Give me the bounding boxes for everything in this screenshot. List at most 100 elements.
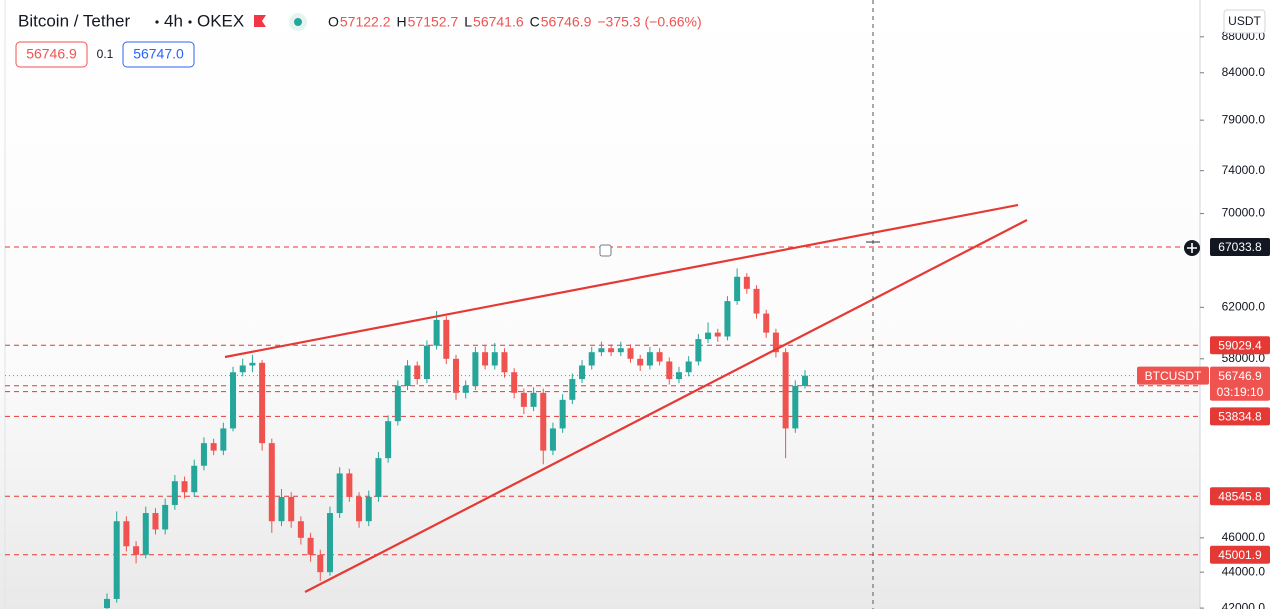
y-tick-label: 84000.0	[1222, 65, 1266, 79]
candle-body	[317, 554, 324, 573]
candle-body	[501, 352, 508, 373]
y-tick-label: 70000.0	[1222, 206, 1266, 220]
candle-body	[152, 513, 159, 530]
candle-body	[656, 352, 663, 362]
candle-body	[714, 332, 721, 337]
candle-body	[123, 521, 130, 547]
candle-body	[705, 332, 712, 340]
candle-body	[239, 365, 246, 373]
candle-body	[268, 443, 275, 522]
candle-body	[559, 399, 566, 429]
sell-button[interactable]	[15, 41, 88, 68]
y-tick-label: 44000.0	[1222, 564, 1266, 578]
y-tick-label: 58000.0	[1222, 351, 1266, 365]
candle-body	[675, 372, 682, 380]
flag-icon[interactable]	[254, 15, 266, 27]
candle-body	[491, 352, 498, 366]
level-tag	[1210, 407, 1270, 426]
exchange: OKEX	[197, 11, 244, 30]
ohlc-label: H	[397, 14, 407, 30]
candle-body	[346, 473, 353, 497]
candle-body	[230, 372, 237, 429]
candle-body	[181, 481, 188, 493]
y-tick-label: 42000.0	[1222, 600, 1266, 609]
candle-body	[646, 352, 653, 366]
candle-body	[259, 362, 266, 444]
currency[interactable]: USDT	[1228, 14, 1261, 28]
currency-button[interactable]	[1223, 9, 1266, 34]
candle-body	[462, 385, 469, 393]
ohlc-value: 57122.2	[340, 14, 391, 30]
candle-body	[452, 358, 460, 393]
level-label: 48545.8	[1218, 489, 1262, 503]
candle-body	[113, 521, 120, 599]
drawing-handle[interactable]	[599, 244, 612, 257]
countdown: 03:19:10	[1217, 385, 1264, 399]
candle-body	[734, 276, 741, 302]
symbol: Bitcoin / Tether	[18, 11, 130, 30]
candle-body	[598, 348, 605, 353]
candle-body	[627, 348, 634, 359]
candle-body	[142, 513, 149, 555]
candle-body	[695, 339, 702, 362]
y-tick-label: 79000.0	[1222, 112, 1266, 126]
candle-body	[588, 352, 595, 366]
ohlc-label: O	[328, 14, 339, 30]
candle-body	[414, 365, 421, 380]
candle-body	[540, 392, 547, 451]
candle-body	[326, 513, 333, 573]
candle-body	[200, 443, 207, 466]
candle-body	[549, 428, 556, 451]
candle-body	[191, 465, 198, 493]
symbol-tag-label: BTCUSDT	[1145, 369, 1202, 383]
candle-body	[297, 521, 304, 538]
candle-body	[511, 372, 518, 393]
candle-body	[375, 458, 382, 497]
candle-body	[743, 276, 750, 289]
candle-body	[724, 301, 731, 337]
y-tick-label: 74000.0	[1222, 163, 1266, 177]
spread: 0.1	[97, 47, 114, 61]
candle-body	[103, 598, 111, 609]
candle-body	[356, 496, 363, 522]
level-tag	[1210, 487, 1270, 506]
market-status-dot	[294, 18, 302, 26]
level-tag	[1210, 336, 1270, 355]
level-label: 45001.9	[1218, 548, 1262, 562]
candle-body	[772, 332, 779, 353]
price-axis-background	[1200, 0, 1287, 609]
candle-body	[220, 428, 227, 451]
ohlc-label: C	[530, 14, 540, 30]
candle-body	[608, 348, 615, 353]
ohlc-label: L	[464, 14, 472, 30]
candle-body	[423, 345, 430, 380]
change: −375.3 (−0.66%)	[597, 14, 701, 30]
candle-body	[336, 473, 343, 514]
candle-body	[433, 319, 440, 346]
candle-body	[617, 348, 624, 353]
ohlc-value: 56746.9	[541, 14, 592, 30]
ohlc-value: 57152.7	[408, 14, 459, 30]
candle-body	[443, 319, 450, 359]
candle-body	[288, 496, 295, 522]
last-price-label: 56746.9	[1218, 369, 1262, 383]
candle-body	[520, 392, 527, 407]
candle-body	[579, 365, 586, 380]
candle-body	[763, 313, 770, 333]
trend-line-lower[interactable]	[304, 219, 1028, 593]
sell-price[interactable]: 56746.9	[26, 46, 77, 62]
candle-body	[753, 288, 760, 314]
candle-body	[404, 365, 411, 386]
buy-button[interactable]	[122, 41, 195, 68]
buy-price[interactable]: 56747.0	[133, 46, 184, 62]
last-price-tag	[1210, 366, 1270, 401]
candle-body	[278, 496, 285, 522]
candle-body	[385, 421, 392, 459]
candle-body	[482, 352, 489, 366]
ohlc-value: 56741.6	[473, 14, 524, 30]
candle-body	[162, 504, 169, 530]
y-tick-label: 46000.0	[1222, 530, 1266, 544]
level-tag	[1210, 545, 1270, 564]
trend-line-upper[interactable]	[224, 203, 1019, 359]
